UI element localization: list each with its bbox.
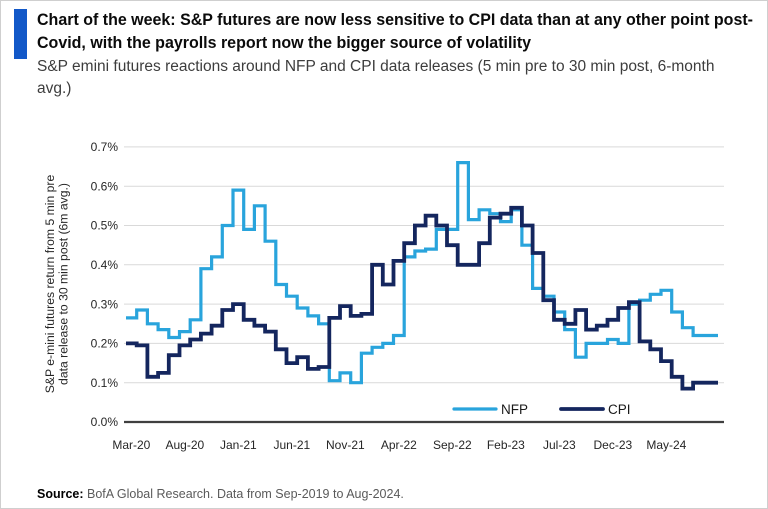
x-tick-label: Jan-21 [220,438,257,452]
x-tick-label: Mar-20 [112,438,150,452]
y-axis-label: S&P e-mini futures return from 5 min pre… [43,175,71,394]
y-tick-label: 0.6% [91,179,119,193]
x-tick-label: Dec-23 [594,438,633,452]
cpi-line [126,205,718,391]
y-tick-label: 0.3% [91,297,119,311]
x-tick-label: Feb-23 [487,438,525,452]
legend-nfp-label: NFP [501,402,528,417]
y-tick-label: 0.7% [91,140,119,154]
y-tick-label: 0.4% [91,258,119,272]
nfp-line [126,161,718,385]
source-text: BofA Global Research. Data from Sep-2019… [83,487,404,501]
y-tick-label: 0.0% [91,415,119,429]
chart-subtitle: S&P emini futures reactions around NFP a… [37,56,714,100]
x-tick-label: Jul-23 [543,438,576,452]
y-tick-label: 0.1% [91,376,119,390]
title-accent-bar [14,9,27,59]
chart-title-line-1: Chart of the week: S&P futures are now l… [37,10,753,29]
chart-subtitle-line-2: avg.) [37,80,72,97]
source-label: Source: [37,487,84,501]
x-tick-label: Aug-20 [165,438,204,452]
chart-title: Chart of the week: S&P futures are now l… [37,8,767,54]
legend-cpi-label: CPI [608,402,631,417]
y-tick-label: 0.2% [91,337,119,351]
y-tick-label: 0.5% [91,219,119,233]
chart-title-line-2: Covid, with the payrolls report now the … [37,33,532,52]
y-axis-label-text: S&P e-mini futures return from 5 min pre… [43,175,71,394]
x-tick-label: May-24 [646,438,686,452]
chart-subtitle-line-1: S&P emini futures reactions around NFP a… [37,58,715,75]
source-note: Source: BofA Global Research. Data from … [37,487,404,501]
x-tick-label: Sep-22 [433,438,472,452]
x-tick-label: Nov-21 [326,438,365,452]
x-tick-label: Apr-22 [381,438,417,452]
x-tick-label: Jun-21 [273,438,310,452]
